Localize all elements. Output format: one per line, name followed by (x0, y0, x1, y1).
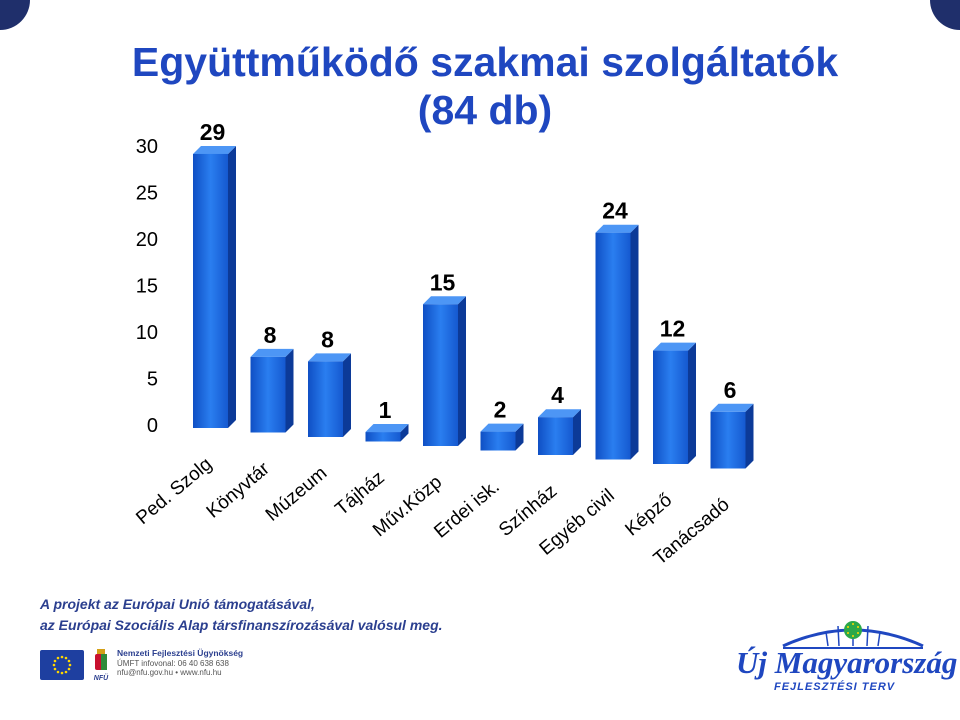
bar-front (595, 232, 631, 460)
bar (423, 296, 466, 446)
bar (710, 403, 754, 469)
bar (250, 348, 294, 433)
data-label: 8 (264, 322, 277, 348)
data-label: 24 (602, 198, 628, 224)
data-label: 15 (430, 269, 456, 295)
nfu-infoline: ÚMFT infovonal: 06 40 638 638 (117, 658, 229, 668)
bar-side (458, 296, 466, 446)
title-line-1: Együttműködő szakmai szolgáltatók (131, 39, 839, 85)
bar-top (250, 348, 294, 357)
category-label: Múzeum (262, 463, 331, 526)
bar-top (480, 423, 524, 432)
data-label: 29 (200, 119, 226, 145)
y-tick-label: 30 (136, 136, 158, 158)
nfu-web: nfu@nfu.gov.hu • www.nfu.hu (117, 668, 222, 677)
bar-front (538, 417, 573, 455)
bar-side (630, 224, 639, 460)
bar-top (423, 296, 466, 305)
category-label: Tájház (332, 467, 389, 520)
bridge-logo-icon (782, 621, 924, 649)
y-tick-label: 15 (136, 276, 158, 298)
data-label: 4 (551, 382, 564, 408)
logo-main-text: Új Magyarország (736, 645, 958, 680)
bar-side (285, 348, 294, 433)
category-label: Képző (621, 490, 676, 541)
funding-notice: A projekt az Európai Unió támogatásával,… (40, 594, 443, 636)
y-tick-label: 25 (136, 183, 158, 205)
bar (538, 409, 581, 455)
bar-front (365, 432, 401, 442)
bar-top (653, 342, 696, 351)
bar-front (423, 304, 458, 446)
category-label: Ped. Szolg (132, 454, 216, 529)
nfu-abbr: NFÜ (94, 673, 109, 682)
funding-line-2: az Európai Szociális Alap társfinanszíro… (40, 617, 443, 633)
coat-of-arms-icon: NFÜ (94, 649, 109, 682)
bar-top (595, 224, 639, 233)
eu-flag-icon (40, 650, 84, 680)
bar-side (745, 403, 754, 469)
data-label: 8 (321, 326, 334, 352)
data-label: 12 (660, 316, 686, 342)
y-tick-label: 0 (147, 415, 158, 437)
bar (653, 342, 696, 464)
bar-front (308, 361, 343, 437)
bar-top (193, 145, 236, 154)
bar-front (480, 431, 516, 451)
bar (480, 423, 524, 451)
y-tick-label: 20 (136, 229, 158, 251)
bar-side (515, 423, 524, 451)
bar-side (400, 424, 409, 442)
data-label: 6 (724, 377, 737, 403)
data-label: 2 (494, 397, 507, 423)
title-line-2: (84 db) (417, 87, 553, 133)
y-tick-label: 5 (147, 369, 158, 391)
bar-top (308, 353, 351, 362)
bar-front (653, 350, 688, 464)
bar-side (688, 342, 696, 464)
nfu-name: Nemzeti Fejlesztési Ügynökség (117, 648, 244, 658)
bar-side (573, 409, 581, 455)
bar-side (228, 145, 236, 428)
bar (193, 145, 236, 428)
nfu-contact: Nemzeti Fejlesztési Ügynökség ÚMFT infov… (117, 648, 244, 678)
slide-title: Együttműködő szakmai szolgáltatók (84 db… (90, 38, 880, 134)
funding-line-1: A projekt az Európai Unió támogatásával, (40, 596, 315, 612)
bar-side (343, 353, 351, 437)
bar-top (538, 409, 581, 418)
bar (365, 424, 409, 442)
logo-sub-text: FEJLESZTÉSI TERV (774, 681, 896, 693)
y-tick-label: 10 (136, 322, 158, 344)
bar (595, 224, 639, 460)
bar-top (365, 424, 409, 433)
bar (308, 353, 351, 437)
bar-top (710, 403, 754, 412)
bar-front (193, 153, 228, 428)
bar-front (250, 356, 286, 433)
bar-front (710, 411, 746, 469)
data-label: 1 (379, 397, 392, 423)
